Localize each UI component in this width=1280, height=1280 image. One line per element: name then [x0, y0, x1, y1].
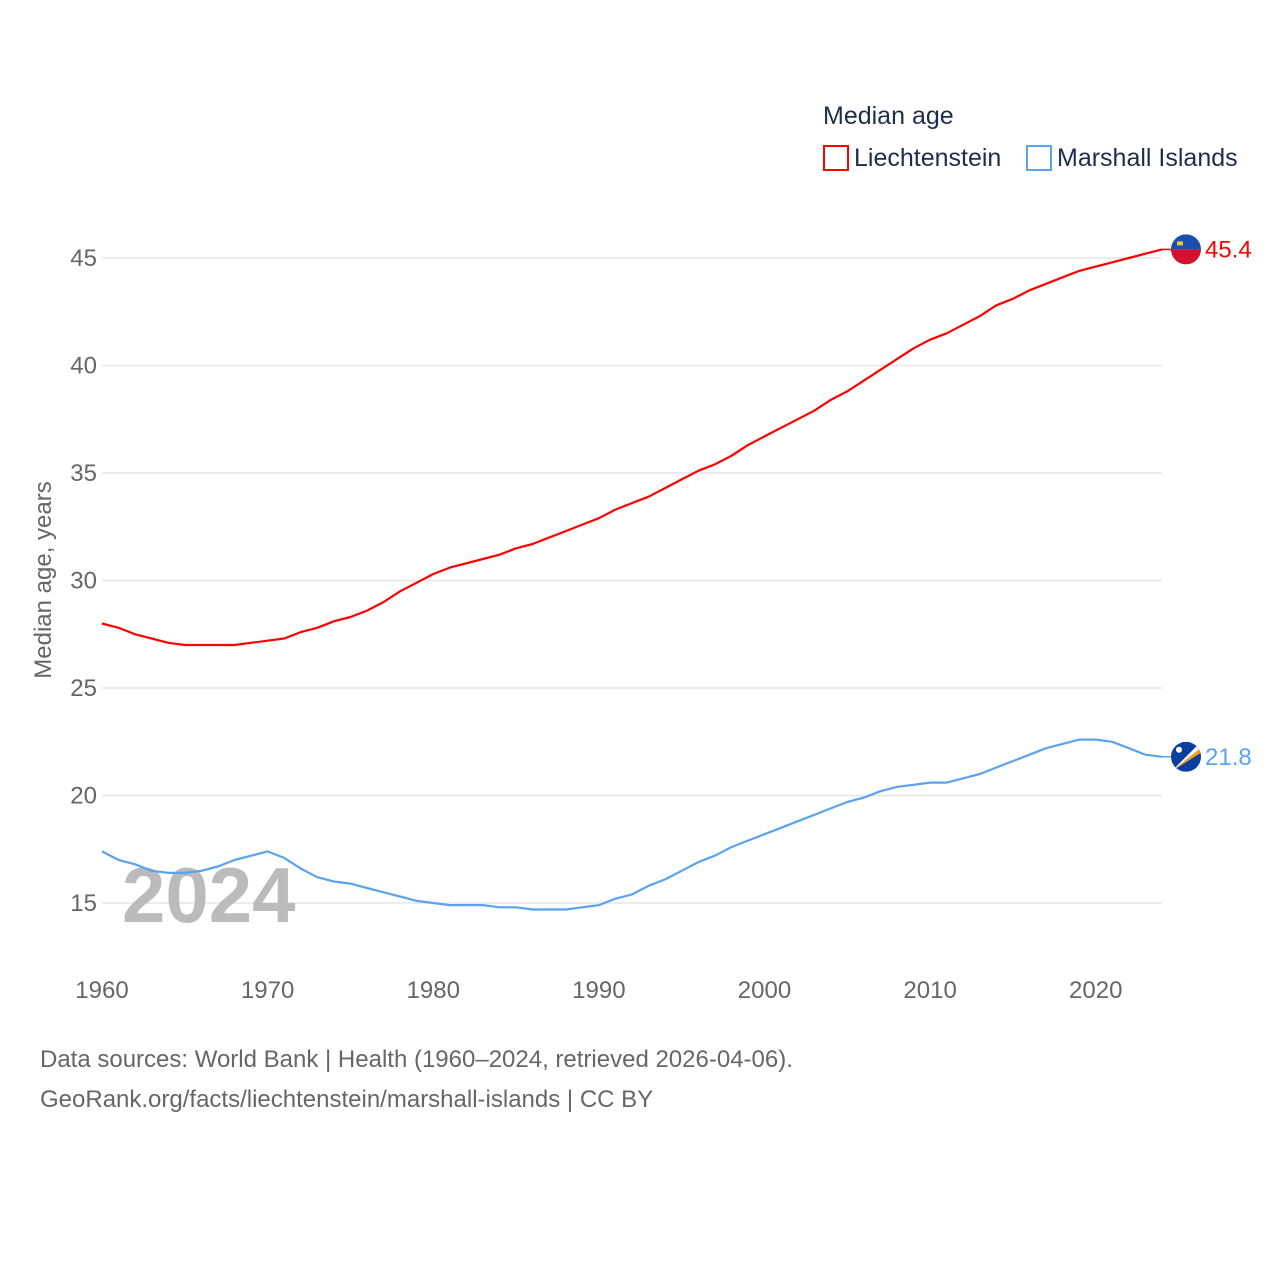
- legend-title: Median age: [823, 102, 954, 130]
- y-tick-label: 20: [70, 783, 97, 810]
- year-watermark: 2024: [122, 851, 296, 939]
- y-tick-label: 40: [70, 353, 97, 380]
- source-note: Data sources: World Bank | Health (1960–…: [40, 1046, 793, 1073]
- legend-swatch-liechtenstein: [823, 145, 849, 171]
- x-tick-label: 2000: [738, 977, 791, 1004]
- legend: Median age Liechtenstein Marshall Island…: [823, 102, 1238, 172]
- marshall-islands-flag-icon: [1171, 741, 1201, 772]
- credit-link[interactable]: GeoRank.org/facts/liechtenstein/marshall…: [40, 1086, 654, 1113]
- series-line-liechtenstein[interactable]: [101, 248, 1163, 647]
- x-axis-ticks: 1960 1970 1980 1990 2000 2010 2020: [75, 977, 1122, 1004]
- x-tick-label: 2020: [1069, 977, 1122, 1004]
- y-tick-label: 35: [70, 460, 97, 487]
- liechtenstein-flag-icon: [1171, 234, 1201, 265]
- x-tick-label: 1980: [407, 977, 460, 1004]
- legend-swatch-marshall-islands: [1026, 145, 1052, 171]
- x-tick-label: 1970: [241, 977, 294, 1004]
- end-value-label-liechtenstein: 45.4: [1205, 236, 1252, 263]
- y-axis-ticks: 15 20 25 30 35 40 45: [70, 245, 97, 917]
- end-value-label-marshall-islands: 21.8: [1205, 744, 1252, 771]
- y-tick-label: 25: [70, 675, 97, 702]
- legend-label-marshall-islands: Marshall Islands: [1057, 144, 1238, 172]
- y-tick-label: 30: [70, 568, 97, 595]
- y-axis-label: Median age, years: [30, 481, 57, 678]
- gridlines: [102, 257, 1162, 904]
- x-tick-label: 2010: [903, 977, 956, 1004]
- x-tick-label: 1990: [572, 977, 625, 1004]
- x-tick-label: 1960: [75, 977, 128, 1004]
- series-line-marshall-islands[interactable]: [101, 738, 1163, 911]
- legend-label-liechtenstein: Liechtenstein: [854, 144, 1001, 172]
- series-lines: [101, 248, 1163, 911]
- end-markers: 45.4 21.8: [1162, 234, 1252, 772]
- y-tick-label: 45: [70, 245, 97, 272]
- y-tick-label: 15: [70, 890, 97, 917]
- legend-item-liechtenstein[interactable]: Liechtenstein: [823, 144, 1001, 172]
- legend-item-marshall-islands[interactable]: Marshall Islands: [1026, 144, 1238, 172]
